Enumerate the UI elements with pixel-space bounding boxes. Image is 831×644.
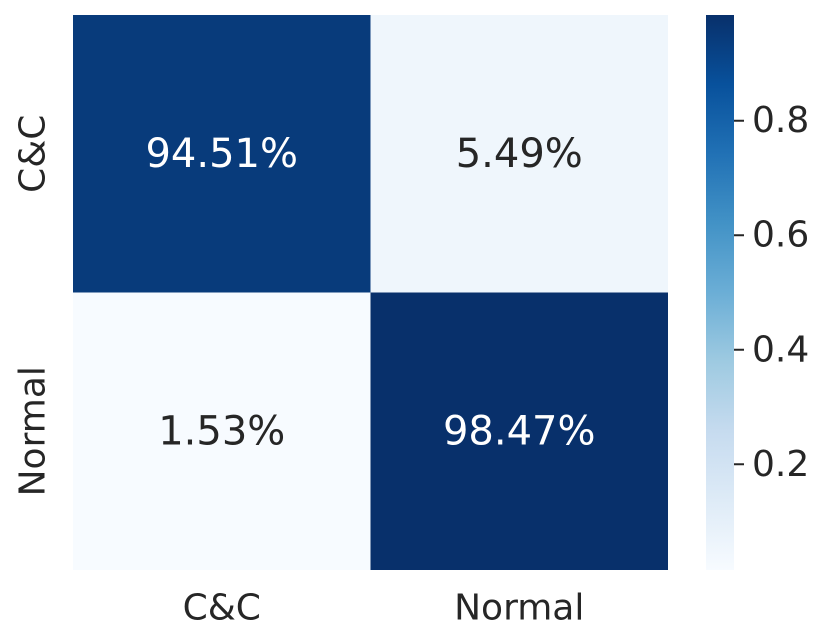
- x-axis: C&C Normal: [183, 588, 585, 629]
- heatmap-grid: 94.51% 5.49% 1.53% 98.47%: [73, 15, 668, 570]
- cell-value-label: 94.51%: [145, 131, 298, 177]
- heatmap-cell: [73, 292, 371, 570]
- colorbar-gradient: [706, 15, 734, 570]
- y-tick-label: Normal: [13, 366, 54, 496]
- cell-value-label: 1.53%: [158, 408, 285, 454]
- x-tick-label: Normal: [454, 588, 584, 629]
- colorbar-tick-label: 0.2: [752, 444, 809, 485]
- heatmap-cell: [73, 15, 371, 293]
- colorbar: 0.2 0.4 0.6 0.8: [706, 15, 809, 570]
- heatmap-cell: [370, 292, 668, 570]
- y-tick-label: C&C: [13, 115, 54, 193]
- y-axis: C&C Normal: [13, 115, 54, 497]
- colorbar-tick-label: 0.8: [752, 100, 809, 141]
- cell-value-label: 98.47%: [443, 408, 596, 454]
- colorbar-tick-label: 0.4: [752, 329, 809, 370]
- cell-value-label: 5.49%: [456, 131, 583, 177]
- colorbar-tick-label: 0.6: [752, 215, 809, 256]
- x-tick-label: C&C: [183, 588, 261, 629]
- heatmap-cell: [370, 15, 668, 293]
